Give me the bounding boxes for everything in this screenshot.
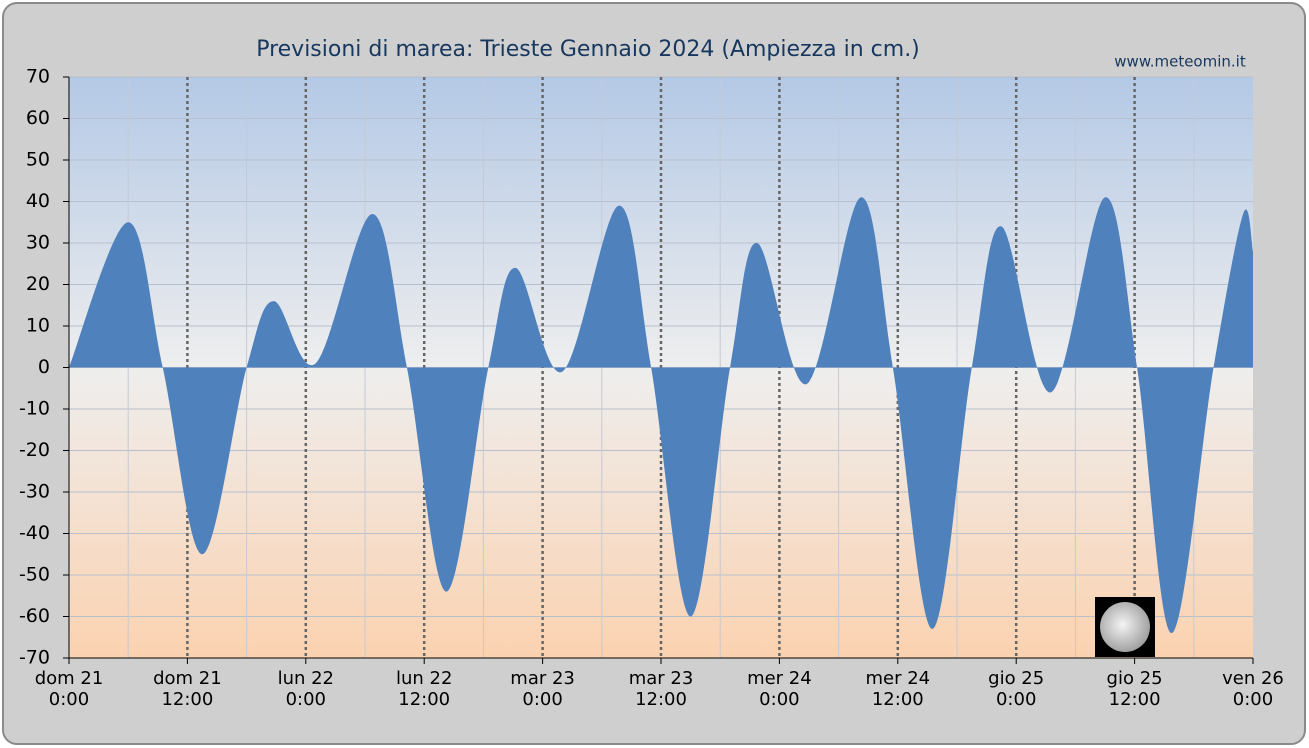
x-tick-label: mer 24 0:00	[747, 668, 812, 710]
y-tick-label: 60	[26, 107, 50, 129]
y-tick-label: -30	[19, 481, 50, 503]
y-tick-label: 20	[26, 273, 50, 295]
y-tick-label: 30	[26, 232, 50, 254]
y-tick-label: 10	[26, 315, 50, 337]
y-tick-label: -70	[19, 647, 50, 669]
x-tick-label: mer 24 12:00	[865, 668, 931, 710]
x-tick-label: lun 22 12:00	[395, 668, 453, 710]
y-tick-label: 70	[26, 66, 50, 88]
source: www.meteomin.it	[1114, 53, 1246, 71]
y-tick-label: 50	[26, 149, 50, 171]
tide-area	[69, 197, 1253, 634]
y-tick-label: -20	[19, 439, 50, 461]
x-tick-label: dom 21 12:00	[153, 668, 222, 710]
y-tick-label: -50	[19, 564, 50, 586]
x-tick-label: ven 26 0:00	[1222, 668, 1284, 710]
y-tick-label: 0	[38, 356, 50, 378]
y-tick-label: -60	[19, 605, 50, 627]
y-tick-label: -40	[19, 522, 50, 544]
x-tick-label: gio 25 0:00	[988, 668, 1045, 710]
x-tick-label: mar 23 12:00	[628, 668, 694, 710]
moon	[1100, 602, 1150, 652]
y-tick-label: -10	[19, 398, 50, 420]
chart-title: Previsioni di marea: Trieste Gennaio 202…	[256, 37, 920, 62]
x-tick-label: gio 25 12:00	[1106, 668, 1163, 710]
x-tick-label: mar 23 0:00	[510, 668, 575, 710]
x-tick-label: dom 21 0:00	[34, 668, 104, 710]
x-tick-label: lun 22 0:00	[277, 668, 335, 710]
y-tick-label: 40	[26, 190, 50, 212]
